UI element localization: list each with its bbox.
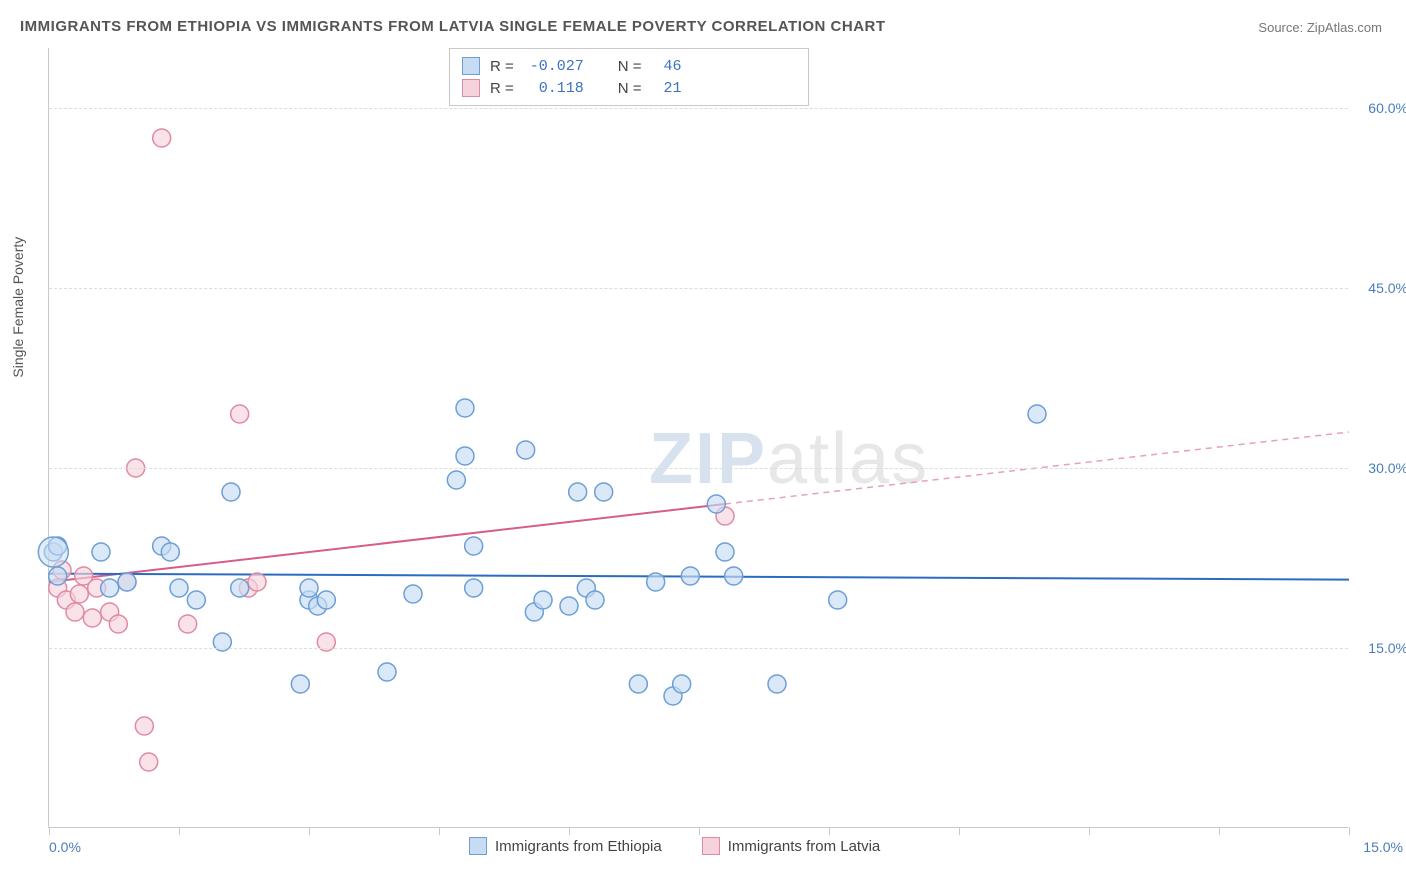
r-label: R = [490, 58, 514, 75]
source-prefix: Source: [1258, 20, 1303, 35]
swatch-latvia [462, 79, 480, 97]
x-tick [439, 827, 440, 835]
scatter-svg [49, 48, 1348, 827]
grid-line [49, 648, 1348, 649]
x-tick [179, 827, 180, 835]
grid-line [49, 468, 1348, 469]
legend-label-latvia: Immigrants from Latvia [728, 838, 881, 855]
x-tick [1219, 827, 1220, 835]
legend-row-ethiopia: R = -0.027 N = 46 [462, 55, 796, 77]
source-label: Source: ZipAtlas.com [1258, 20, 1382, 35]
x-tick [699, 827, 700, 835]
legend-label-ethiopia: Immigrants from Ethiopia [495, 838, 662, 855]
y-tick-label: 45.0% [1368, 280, 1406, 296]
chart-plot-area: ZIPatlas R = -0.027 N = 46 R = 0.118 N =… [48, 48, 1348, 828]
grid-line [49, 288, 1348, 289]
swatch-latvia-bottom [702, 837, 720, 855]
x-tick [829, 827, 830, 835]
y-tick-label: 15.0% [1368, 640, 1406, 656]
chart-title: IMMIGRANTS FROM ETHIOPIA VS IMMIGRANTS F… [20, 18, 886, 35]
n-label: N = [618, 80, 642, 97]
x-axis-max-label: 15.0% [1363, 839, 1403, 855]
swatch-ethiopia [462, 57, 480, 75]
x-tick [49, 827, 50, 835]
x-tick [309, 827, 310, 835]
source-name: ZipAtlas.com [1307, 20, 1382, 35]
x-axis-min-label: 0.0% [49, 839, 81, 855]
n-value-ethiopia: 46 [652, 58, 682, 75]
y-tick-label: 60.0% [1368, 100, 1406, 116]
r-value-ethiopia: -0.027 [524, 58, 584, 75]
swatch-ethiopia-bottom [469, 837, 487, 855]
r-value-latvia: 0.118 [524, 80, 584, 97]
y-axis-title: Single Female Poverty [10, 237, 26, 378]
legend-row-latvia: R = 0.118 N = 21 [462, 77, 796, 99]
grid-line [49, 108, 1348, 109]
x-tick [1349, 827, 1350, 835]
x-tick [1089, 827, 1090, 835]
y-tick-label: 30.0% [1368, 460, 1406, 476]
correlation-legend: R = -0.027 N = 46 R = 0.118 N = 21 [449, 48, 809, 106]
series-legend: Immigrants from Ethiopia Immigrants from… [469, 837, 880, 855]
r-label: R = [490, 80, 514, 97]
n-label: N = [618, 58, 642, 75]
x-tick [569, 827, 570, 835]
n-value-latvia: 21 [652, 80, 682, 97]
x-tick [959, 827, 960, 835]
